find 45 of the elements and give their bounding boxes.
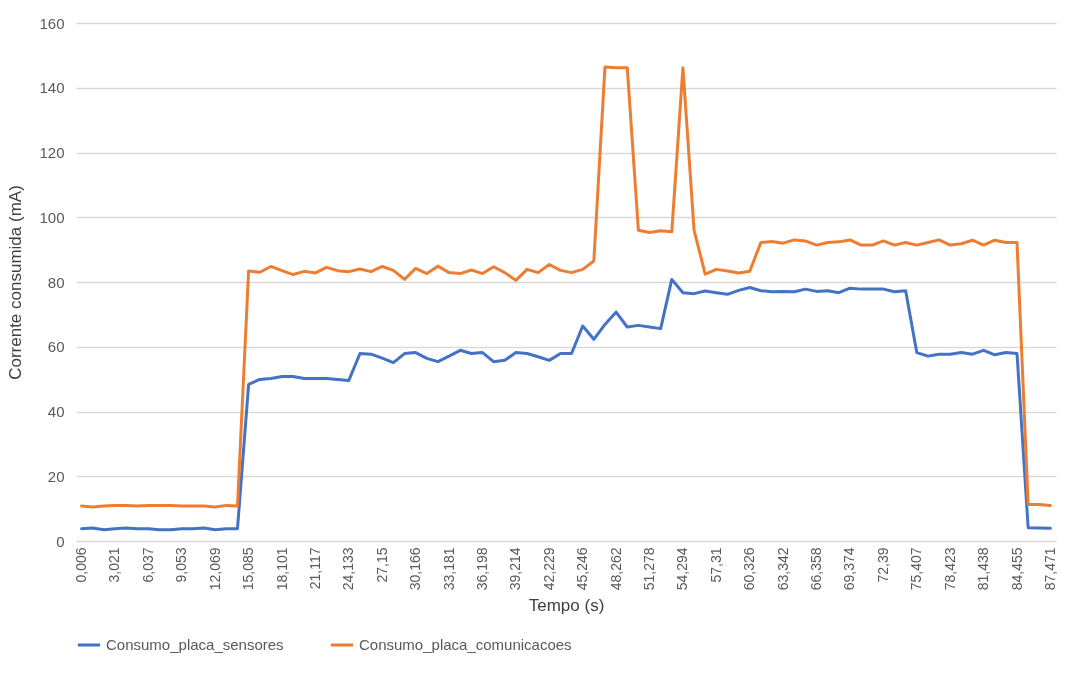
x-tick-label: 12,069	[206, 547, 223, 591]
x-tick-label: 33,181	[440, 547, 457, 591]
y-axis-title: Corrente consumida (mA)	[6, 185, 26, 380]
x-tick-label: 63,342	[774, 547, 791, 591]
x-tick-label: 72,39	[874, 547, 891, 583]
x-tick-label: 87,471	[1041, 547, 1058, 591]
y-tick-label: 160	[39, 14, 65, 32]
x-tick-label: 3,021	[106, 547, 123, 583]
x-tick-label: 27,15	[373, 547, 390, 583]
x-tick-label: 21,117	[306, 547, 323, 590]
x-tick-label: 18,101	[273, 547, 290, 591]
x-tick-label: 39,214	[507, 547, 524, 591]
x-tick-label: 30,166	[407, 547, 424, 591]
x-axis-title: Tempo (s)	[528, 596, 605, 616]
x-tick-label: 45,246	[574, 547, 591, 591]
y-tick-label: 60	[47, 338, 65, 356]
x-tick-label: 54,294	[674, 547, 691, 591]
legend-label: Consumo_placa_comunicacoes	[359, 636, 572, 653]
y-tick-label: 0	[56, 532, 65, 550]
y-tick-label: 20	[47, 467, 65, 485]
x-tick-label: 60,326	[741, 547, 758, 591]
x-tick-label: 0,006	[73, 547, 90, 583]
x-tick-label: 75,407	[908, 547, 925, 591]
y-tick-label: 140	[39, 79, 65, 97]
x-tick-label: 6,037	[139, 547, 156, 583]
x-tick-label: 9,053	[173, 547, 190, 583]
y-tick-label: 40	[47, 403, 65, 420]
y-tick-label: 100	[39, 208, 65, 226]
x-tick-label: 84,455	[1008, 547, 1025, 591]
x-tick-label: 51,278	[641, 547, 658, 591]
x-tick-label: 81,438	[975, 547, 992, 591]
x-tick-label: 24,133	[340, 547, 357, 591]
x-tick-label: 78,423	[941, 547, 958, 591]
x-tick-label: 36,198	[473, 547, 490, 591]
legend-label: Consumo_placa_sensores	[106, 636, 284, 653]
y-tick-label: 80	[47, 273, 65, 291]
y-tick-label: 120	[39, 144, 65, 161]
x-tick-label: 57,31	[707, 547, 724, 583]
x-tick-label: 15,085	[240, 547, 257, 591]
x-tick-label: 66,358	[808, 547, 825, 591]
x-tick-label: 69,374	[841, 547, 858, 591]
x-tick-label: 42,229	[540, 547, 557, 591]
line-series	[80, 65, 1052, 509]
x-tick-label: 48,262	[607, 547, 624, 591]
line-series	[80, 277, 1052, 532]
